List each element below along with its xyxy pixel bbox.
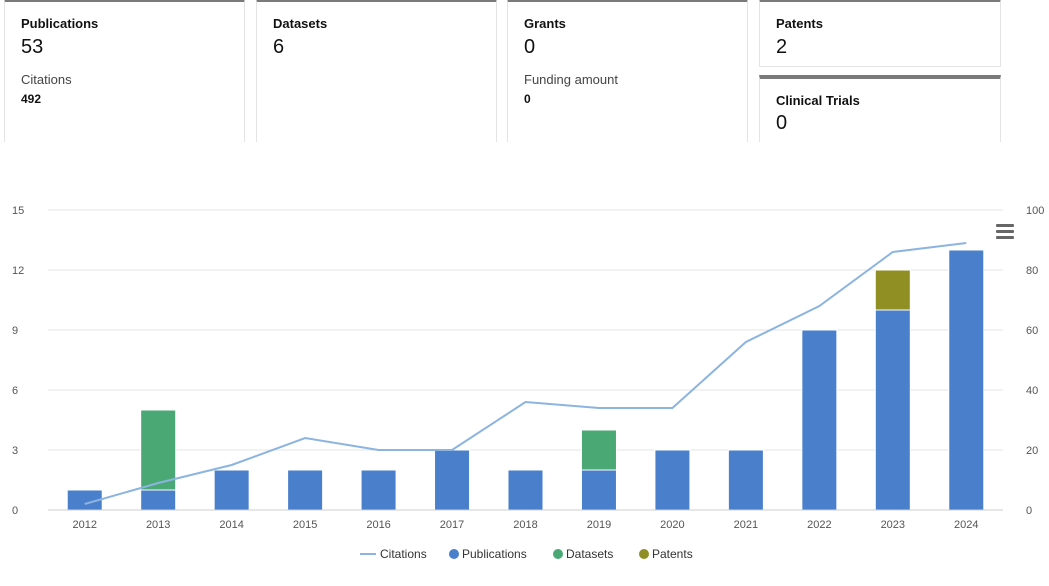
- bar-publications-2016[interactable]: [360, 469, 397, 511]
- bar-publications-2023[interactable]: [874, 309, 911, 511]
- x-tick-label: 2024: [954, 519, 978, 531]
- publications-card[interactable]: Publications 53 Citations 492: [4, 0, 245, 142]
- legend-item-datasets[interactable]: Datasets: [553, 547, 613, 561]
- y-left-tick-label: 6: [12, 385, 18, 397]
- bar-publications-2014[interactable]: [213, 469, 250, 511]
- x-tick-label: 2019: [587, 519, 611, 531]
- citations-label: Citations: [21, 72, 72, 87]
- x-tick-label: 2012: [72, 519, 96, 531]
- x-tick-label: 2016: [366, 519, 390, 531]
- funding-amount-label: Funding amount: [524, 72, 618, 87]
- patents-label: Patents: [776, 16, 823, 31]
- legend-item-patents[interactable]: Patents: [639, 547, 693, 561]
- x-tick-label: 2018: [513, 519, 537, 531]
- funding-amount-value: 0: [524, 92, 531, 106]
- grid-lines: [48, 209, 1003, 511]
- bars: [66, 249, 985, 511]
- x-tick-label: 2020: [660, 519, 684, 531]
- y-right-tick-label: 20: [1026, 445, 1038, 457]
- legend-label: Datasets: [566, 547, 613, 561]
- citations-count: 492: [21, 92, 42, 106]
- y-right-tick-label: 100: [1026, 205, 1044, 217]
- research-output-chart: 0 3 6 9 12 15 0 20 40 60 80 100 2012 2013 2014 2015 2016…: [12, 205, 1044, 561]
- bar-publications-2022[interactable]: [801, 329, 838, 511]
- x-tick-label: 2014: [219, 519, 243, 531]
- datasets-label: Datasets: [273, 16, 328, 31]
- y-right-tick-label: 60: [1026, 325, 1038, 337]
- y-right-tick-label: 80: [1026, 265, 1038, 277]
- bar-publications-2018[interactable]: [507, 469, 544, 511]
- chart-menu-icon[interactable]: [996, 224, 1014, 240]
- datasets-card[interactable]: Datasets 6: [256, 0, 497, 142]
- x-tick-label: 2015: [293, 519, 317, 531]
- bar-publications-2013[interactable]: [140, 489, 177, 511]
- legend-label: Citations: [380, 547, 427, 561]
- legend-item-citations[interactable]: Citations: [360, 547, 427, 561]
- x-tick-label: 2021: [734, 519, 758, 531]
- patents-count: 2: [776, 36, 788, 58]
- y-left-tick-label: 0: [12, 505, 18, 517]
- grants-label: Grants: [524, 16, 566, 31]
- clinical-trials-card[interactable]: Clinical Trials 0: [759, 75, 1001, 142]
- y-left-tick-label: 15: [12, 205, 24, 217]
- legend: Citations Publications Datasets Patents: [360, 547, 693, 561]
- legend-label: Patents: [652, 547, 693, 561]
- y-left-tick-label: 12: [12, 265, 24, 277]
- bar-datasets-2019[interactable]: [580, 429, 617, 471]
- bar-patents-2023[interactable]: [874, 269, 911, 311]
- y-right-tick-label: 0: [1026, 505, 1032, 517]
- bar-publications-2020[interactable]: [654, 449, 691, 511]
- legend-label: Publications: [462, 547, 527, 561]
- bar-datasets-2013[interactable]: [140, 409, 177, 491]
- clinical-trials-count: 0: [776, 112, 788, 134]
- axes: 0 3 6 9 12 15 0 20 40 60 80 100 2012 2013 2014 2015 2016…: [12, 205, 1044, 531]
- citations-line[interactable]: [84, 242, 967, 505]
- y-right-tick-label: 40: [1026, 385, 1038, 397]
- bar-publications-2021[interactable]: [727, 449, 764, 511]
- clinical-trials-label: Clinical Trials: [776, 93, 860, 108]
- bar-publications-2024[interactable]: [948, 249, 985, 511]
- y-left-tick-label: 3: [12, 445, 18, 457]
- y-left-tick-label: 9: [12, 325, 18, 337]
- x-tick-label: 2023: [881, 519, 905, 531]
- x-tick-label: 2022: [807, 519, 831, 531]
- grants-count: 0: [524, 36, 536, 58]
- publications-count: 53: [21, 36, 44, 58]
- x-tick-label: 2013: [146, 519, 170, 531]
- grants-card[interactable]: Grants 0 Funding amount 0: [507, 0, 748, 142]
- bar-publications-2019[interactable]: [580, 469, 617, 511]
- x-tick-label: 2017: [440, 519, 464, 531]
- citations-line-layer: [84, 242, 967, 505]
- publications-label: Publications: [21, 16, 99, 31]
- datasets-count: 6: [273, 36, 285, 58]
- bar-publications-2015[interactable]: [287, 469, 324, 511]
- legend-item-publications[interactable]: Publications: [449, 547, 527, 561]
- patents-card[interactable]: Patents 2: [759, 0, 1001, 67]
- bar-publications-2017[interactable]: [434, 449, 471, 511]
